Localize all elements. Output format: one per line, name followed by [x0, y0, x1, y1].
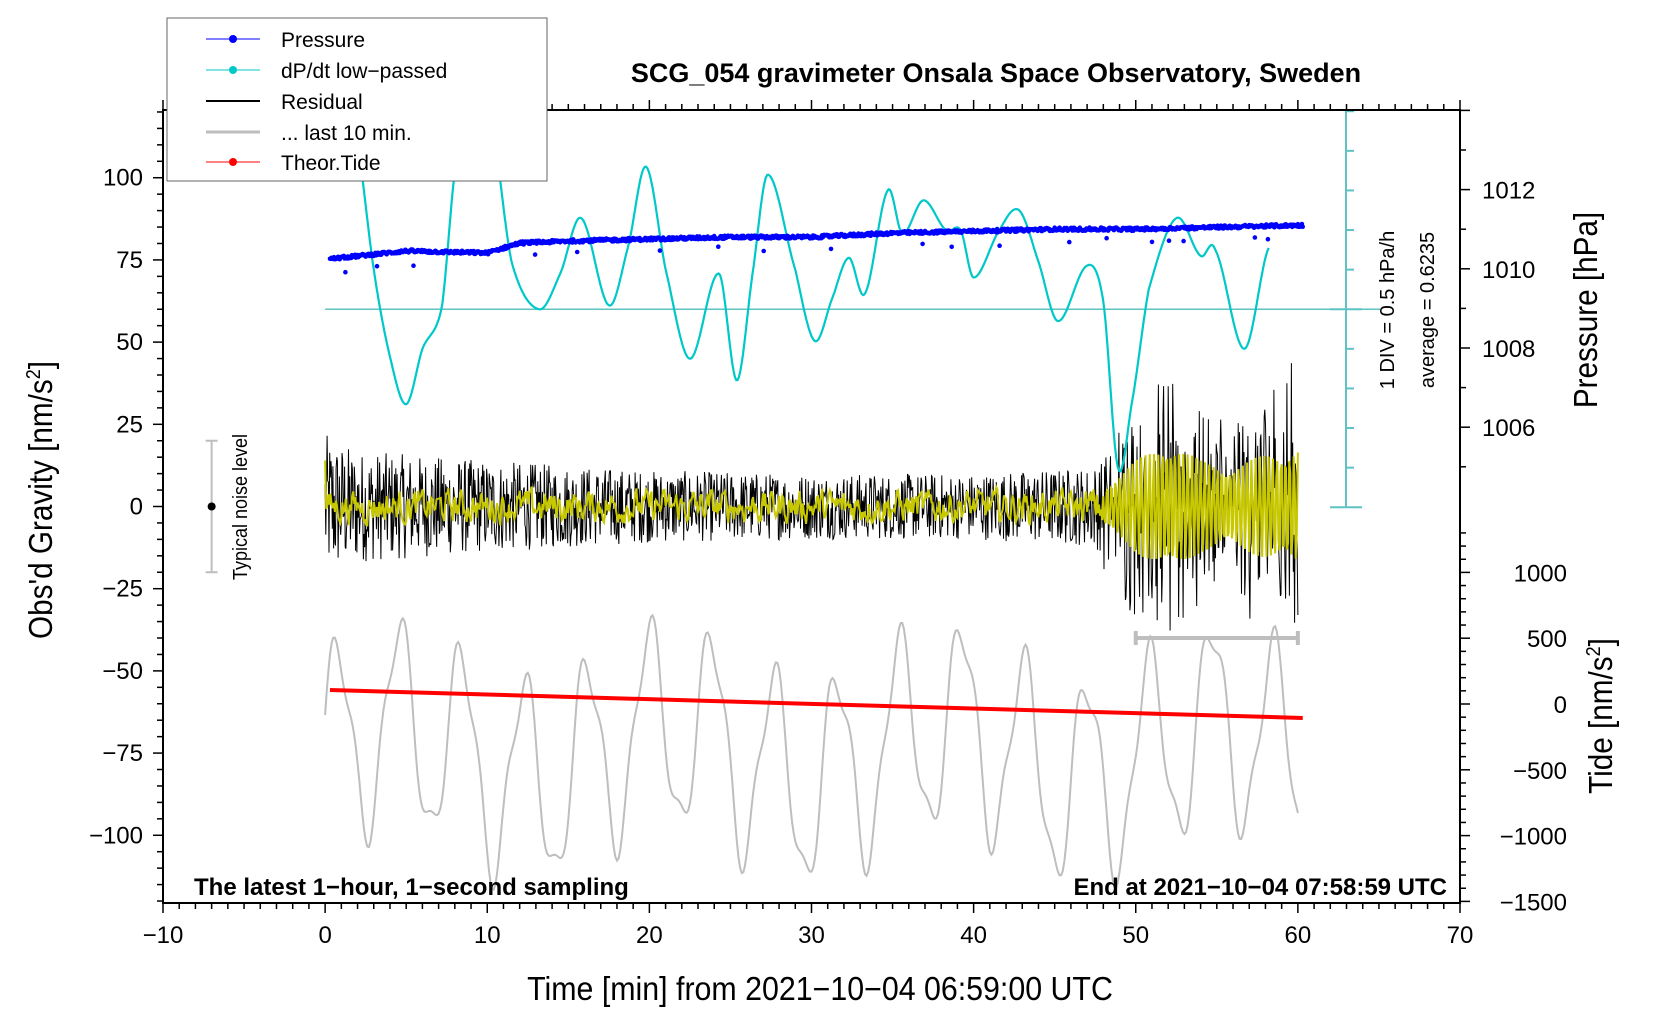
- legend-dpdt-marker: [229, 66, 237, 74]
- x-tick-label: 70: [1447, 922, 1474, 949]
- pressure-point: [1265, 236, 1271, 242]
- pressure-point: [1181, 238, 1186, 244]
- legend-item-tide: Theor.Tide: [206, 152, 381, 175]
- series-pressure: [327, 221, 1305, 275]
- y-left-tick-label: 100: [103, 165, 143, 192]
- pressure-point: [374, 263, 380, 269]
- x-tick-label: 10: [474, 922, 501, 949]
- pressure-point: [1252, 235, 1258, 240]
- pressure-point: [1067, 239, 1072, 245]
- y-tide-tick-label: 0: [1554, 692, 1567, 719]
- y-left-tick-label: −25: [102, 576, 143, 603]
- y-axis-right: 1012 1010 1008 1006 1000 500 0 −500 −1000 −1500: [1460, 109, 1567, 916]
- y-axis-left-title-sup: 2: [23, 369, 45, 379]
- x-tick-label: −10: [143, 922, 184, 949]
- y-tide-tick-label: −1500: [1500, 889, 1567, 916]
- pressure-point: [1300, 224, 1305, 230]
- legend-item-last10: ... last 10 min.: [206, 122, 412, 145]
- x-tick-label: 30: [798, 922, 825, 949]
- y-tide-tick-label: 1000: [1514, 560, 1567, 587]
- y-axis-tide-title-sup: 2: [1583, 646, 1605, 656]
- series-dpdt: [350, 110, 1270, 473]
- bottom-right-annotation: End at 2021−10−04 07:58:59 UTC: [1073, 874, 1447, 901]
- pressure-point: [949, 244, 954, 250]
- average-label: average = 0.6235: [1417, 232, 1439, 388]
- legend-box: [166, 17, 548, 182]
- y-tide-tick-label: −1000: [1500, 824, 1567, 851]
- legend-label-dpdt: dP/dt low−passed: [281, 60, 447, 83]
- pressure-point: [574, 249, 580, 255]
- y-left-tick-label: −75: [102, 740, 143, 767]
- x-tick-label: 20: [636, 922, 663, 949]
- y-axis-left-title-text: Obs'd Gravity [nm/s: [23, 379, 60, 639]
- y-axis-tide-title-text: Tide [nm/s: [1583, 656, 1620, 793]
- pressure-point: [411, 263, 416, 269]
- legend-item-pressure: Pressure: [206, 29, 365, 52]
- chart-title: SCG_054 gravimeter Onsala Space Observat…: [631, 58, 1361, 88]
- legend-item-dpdt: dP/dt low−passed: [206, 60, 447, 83]
- x-tick-label: 40: [960, 922, 987, 949]
- pressure-point: [343, 269, 348, 275]
- plot-area: [205, 109, 1380, 891]
- pressure-point: [761, 248, 766, 254]
- y-pressure-tick-label: 1012: [1482, 178, 1535, 205]
- pressure-point: [1104, 235, 1109, 241]
- div-scale-label: 1 DIV = 0.5 hPa/h: [1377, 231, 1399, 389]
- x-tick-label: 60: [1285, 922, 1312, 949]
- series-theor-tide: [329, 688, 1303, 720]
- series-residual: [324, 363, 1299, 631]
- y-axis-left-title: Obs'd Gravity [nm/s2]: [23, 361, 60, 639]
- y-pressure-tick-label: 1010: [1482, 257, 1535, 284]
- series-last-10-min: [324, 613, 1299, 891]
- y-axis-left: 100 75 50 25 0 −25 −50 −75 −100: [89, 111, 163, 902]
- y-tide-tick-label: −500: [1513, 758, 1567, 785]
- plot-content: [324, 110, 1380, 891]
- y-pressure-tick-label: 1006: [1482, 415, 1535, 442]
- legend: Pressure dP/dt low−passed Residual ... l…: [166, 17, 548, 182]
- pressure-point: [920, 241, 925, 247]
- y-axis-pressure-title: Pressure [hPa]: [1568, 212, 1605, 408]
- y-left-tick-label: −50: [102, 658, 143, 685]
- pressure-point: [716, 244, 721, 249]
- x-tick-label: 50: [1122, 922, 1149, 949]
- y-left-tick-label: 75: [116, 247, 143, 274]
- noise-level-dot: [207, 502, 216, 511]
- y-pressure-tick-label: 1008: [1482, 336, 1535, 363]
- series-residual-smoothed: [324, 452, 1299, 560]
- y-tide-tick-label: 500: [1527, 626, 1567, 653]
- x-axis-title: Time [min] from 2021−10−04 06:59:00 UTC: [527, 970, 1113, 1007]
- x-tick-label: 0: [318, 922, 331, 949]
- y-left-tick-label: −100: [89, 822, 143, 849]
- legend-label-pressure: Pressure: [281, 29, 365, 52]
- y-left-tick-label: 0: [130, 494, 143, 521]
- x-axis: −10 0 10 20 30 40 50 60 70: [143, 100, 1474, 949]
- legend-label-last10: ... last 10 min.: [281, 122, 412, 145]
- y-axis-tide-title: Tide [nm/s2]: [1583, 638, 1620, 794]
- pressure-point: [657, 248, 663, 253]
- pressure-point: [1166, 238, 1172, 243]
- legend-item-residual: Residual: [206, 91, 363, 114]
- pressure-point: [828, 246, 834, 252]
- y-axis-tide-title-close: ]: [1583, 638, 1620, 646]
- y-left-tick-label: 25: [116, 411, 143, 438]
- noise-level-label: Typical noise level: [230, 434, 252, 580]
- y-left-tick-label: 50: [116, 329, 143, 356]
- y-axis-left-title-close: ]: [23, 361, 60, 369]
- legend-label-residual: Residual: [281, 91, 363, 114]
- pressure-point: [1149, 239, 1155, 245]
- pressure-point: [997, 243, 1002, 248]
- pressure-point: [532, 252, 538, 257]
- legend-pressure-marker: [229, 35, 237, 43]
- legend-label-tide: Theor.Tide: [281, 152, 381, 175]
- legend-tide-marker: [229, 158, 237, 166]
- bottom-left-annotation: The latest 1−hour, 1−second sampling: [194, 874, 629, 901]
